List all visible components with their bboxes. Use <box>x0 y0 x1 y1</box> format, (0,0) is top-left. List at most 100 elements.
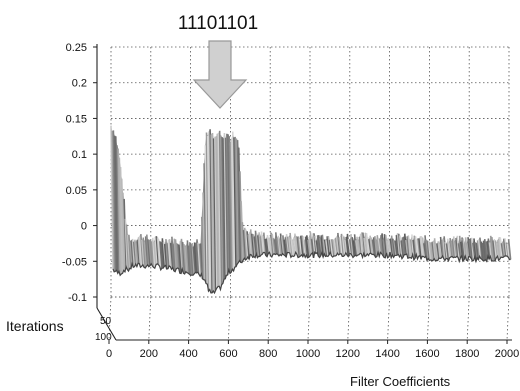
surface-streak <box>354 240 359 256</box>
surface-streak <box>210 134 215 291</box>
surface-streak <box>457 243 462 258</box>
surface-streak <box>159 241 163 269</box>
surface-streak <box>186 240 191 275</box>
surface-streak <box>142 237 147 269</box>
surface-streak <box>429 241 433 261</box>
surface-streak <box>440 240 445 259</box>
surface-streak <box>341 235 346 256</box>
surface-streak <box>113 135 118 271</box>
surface-streak <box>500 243 505 258</box>
surface-streak <box>451 239 456 258</box>
surface-streak <box>439 236 444 257</box>
surface-streak <box>316 235 321 258</box>
surface-streak <box>295 235 299 258</box>
surface <box>110 125 512 295</box>
surface-streak <box>249 229 254 258</box>
surface-streak <box>247 234 252 255</box>
surface-streak <box>241 222 246 259</box>
surface-streak <box>399 235 403 259</box>
tick-labels: -0.1 -0.05 0 0.05 0.1 0.15 0.2 0.25 0 200 400 600 80… <box>62 42 519 360</box>
surface-streak <box>197 242 201 277</box>
z-tick-label: 0.25 <box>66 42 87 54</box>
surface-streak <box>292 237 297 253</box>
grid-line-floor <box>506 296 510 341</box>
iteration-tick-label: 50 <box>100 316 112 327</box>
surface-streak <box>168 239 173 270</box>
surface-streak <box>135 241 139 264</box>
surface-streak <box>200 216 205 280</box>
surface-streak <box>179 241 184 270</box>
surface-streak <box>350 234 354 258</box>
surface-streak <box>130 240 135 268</box>
surface-streak <box>434 243 439 261</box>
surface-streak <box>311 233 316 253</box>
surface-streak <box>274 232 279 255</box>
surface-streak <box>278 239 283 256</box>
surface-streak <box>469 238 474 261</box>
surface-streak <box>296 236 301 258</box>
surface-streak <box>161 238 166 267</box>
surface-streak <box>476 240 481 257</box>
x-tick-label: 1000 <box>296 348 320 360</box>
surface-streak <box>173 238 178 269</box>
surface-streak <box>356 236 360 255</box>
surface-streak <box>280 235 285 255</box>
surface-streak <box>479 237 483 260</box>
surface-streak <box>449 237 453 257</box>
surface-streak <box>143 241 148 267</box>
surface-streak <box>301 235 305 255</box>
surface-streak <box>138 235 143 267</box>
surface-streak <box>153 241 157 265</box>
surface-streak <box>380 235 384 256</box>
surface-streak <box>297 236 302 257</box>
surface-streak <box>253 236 258 254</box>
surface-streak <box>187 245 192 276</box>
grid-line-floor <box>267 296 271 341</box>
surface-streak <box>386 240 390 257</box>
surface-streak <box>344 239 348 256</box>
surface-streak <box>118 157 123 275</box>
surface-streak <box>229 142 234 270</box>
surface-streak <box>504 238 508 257</box>
surface-streak <box>211 132 216 293</box>
surface-streak <box>204 145 209 285</box>
surface-streak <box>198 243 203 274</box>
surface-streak <box>141 239 145 268</box>
surface-streak <box>224 137 229 276</box>
surface-streak <box>251 233 255 257</box>
surface-streak <box>277 235 281 255</box>
x-tick-label: 600 <box>219 348 237 360</box>
surface-streak <box>437 241 441 259</box>
surface-streak <box>346 233 351 254</box>
surface-streak <box>265 238 270 254</box>
surface-streak <box>480 241 484 261</box>
surface-streak <box>332 239 336 257</box>
surface-streak <box>237 147 242 263</box>
surface-streak <box>485 242 489 257</box>
z-tick-label: 0.1 <box>72 149 87 161</box>
surface-streak <box>359 233 364 258</box>
surface-streak <box>231 131 236 268</box>
surface-streak <box>257 235 261 257</box>
grid-line-floor <box>188 296 191 341</box>
grid <box>108 46 512 341</box>
surface-streak <box>236 140 241 261</box>
z-tick-label: 0 <box>81 221 87 233</box>
surface-streak <box>421 237 426 258</box>
surface-streak <box>205 132 210 292</box>
surface-streak <box>134 239 138 267</box>
axes <box>96 44 512 341</box>
surface-streak <box>110 125 114 269</box>
surface-streak <box>471 242 476 257</box>
surface-streak <box>372 237 377 258</box>
surface-streak <box>178 244 182 274</box>
surface-streak <box>285 234 290 253</box>
surface-streak <box>206 135 211 290</box>
surface-streak <box>214 136 218 288</box>
surface-streak <box>291 240 296 256</box>
surface-streak <box>340 233 345 257</box>
surface-streak <box>111 130 115 272</box>
surface-streak <box>473 238 477 262</box>
surface-streak <box>381 233 385 258</box>
surface-streak <box>329 239 334 258</box>
